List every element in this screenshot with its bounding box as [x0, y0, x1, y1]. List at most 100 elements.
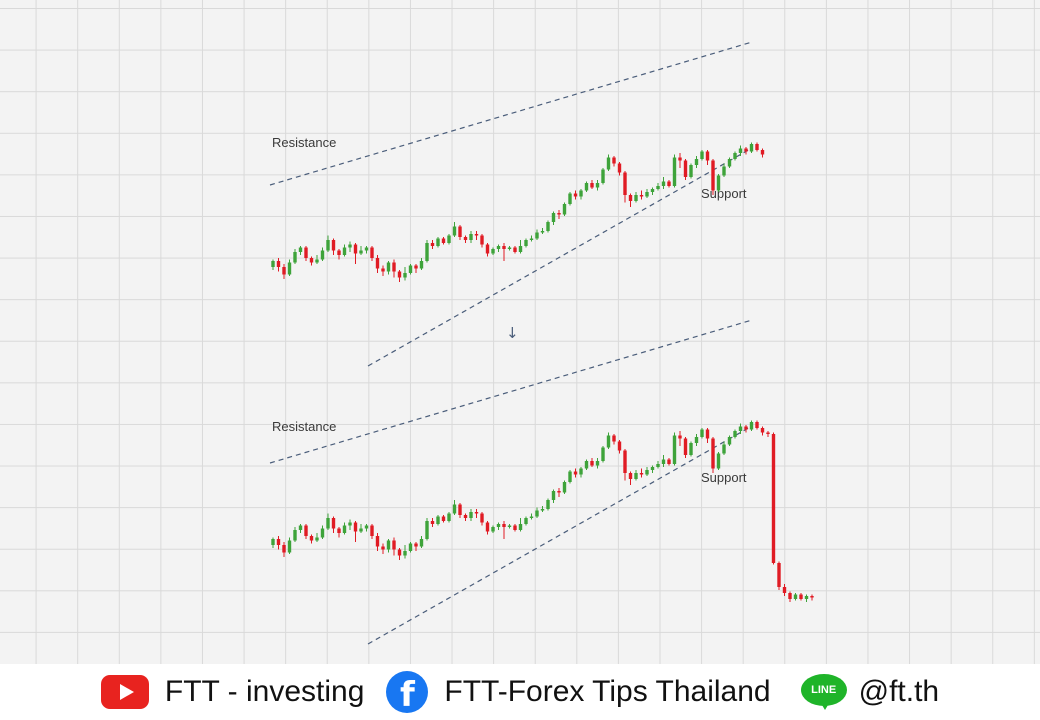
top-candle	[502, 246, 506, 249]
support-label-bottom: Support	[701, 470, 747, 485]
top-candle	[579, 190, 583, 197]
top-candle	[480, 235, 484, 245]
top-candle	[364, 247, 369, 251]
top-candle	[568, 193, 572, 204]
support-label-top: Support	[701, 186, 747, 201]
top-candle	[650, 189, 655, 192]
rising-wedge-charts: Resistance Support ↓ Resistance Support	[269, 41, 814, 645]
candles-bottom	[271, 420, 814, 602]
bottom-candle	[337, 528, 341, 533]
bottom-candle	[557, 491, 561, 493]
top-candle	[430, 243, 435, 246]
facebook-link[interactable]: f FTT-Forex Tips Thailand	[386, 671, 771, 713]
bottom-candle	[766, 432, 770, 434]
bottom-candle	[551, 491, 556, 500]
top-candle	[326, 240, 330, 251]
bottom-candle	[408, 543, 413, 551]
bottom-candle	[326, 518, 330, 529]
facebook-page-text: FTT-Forex Tips Thailand	[444, 675, 771, 708]
line-icon: LINE	[800, 674, 847, 710]
top-candle	[320, 250, 325, 260]
top-candle	[551, 213, 556, 222]
top-candle	[727, 159, 732, 167]
bottom-candle	[403, 551, 407, 556]
top-candle	[403, 273, 407, 278]
bottom-candle	[711, 438, 715, 469]
bottom-candle	[617, 441, 622, 451]
bottom-candle	[650, 467, 655, 470]
top-candle	[309, 258, 314, 263]
top-candle	[276, 261, 281, 267]
top-candle	[331, 240, 336, 251]
top-candle	[738, 148, 743, 153]
bottom-candle	[469, 512, 473, 518]
bottom-candle	[771, 434, 776, 563]
top-candle	[595, 183, 600, 188]
bottom-candle	[529, 516, 534, 518]
top-candle	[452, 226, 457, 236]
bottom-candle	[799, 594, 803, 599]
top-candle	[540, 231, 545, 233]
bottom-candle	[320, 528, 325, 538]
top-candle	[507, 247, 512, 249]
resistance-label-bottom: Resistance	[272, 419, 336, 434]
bottom-candle	[364, 525, 369, 529]
top-candle	[617, 163, 622, 173]
bottom-candle	[375, 536, 380, 547]
bottom-candle	[447, 513, 451, 521]
bottom-candle	[568, 471, 572, 482]
top-candle	[518, 246, 523, 252]
top-candle	[755, 144, 759, 150]
line-link[interactable]: LINE @ft.th	[800, 674, 939, 710]
support-line-bottom	[367, 425, 753, 645]
bottom-candle	[474, 512, 479, 514]
bottom-candle	[579, 468, 583, 475]
top-candle	[667, 181, 671, 186]
bottom-candle	[298, 525, 303, 530]
bottom-candle	[777, 563, 781, 587]
bottom-candle	[782, 587, 787, 593]
top-candle	[634, 195, 638, 201]
bottom-candle	[524, 518, 528, 524]
bottom-candle	[788, 593, 792, 599]
top-candle	[447, 235, 451, 243]
top-candle	[546, 222, 550, 231]
bottom-candle	[342, 525, 347, 533]
bottom-candle	[694, 437, 699, 443]
bottom-candle	[760, 428, 765, 433]
bottom-candle	[562, 482, 567, 493]
bottom-candle	[386, 540, 391, 550]
youtube-link[interactable]: FTT - investing	[100, 675, 364, 709]
top-candle	[601, 169, 605, 183]
bottom-candle	[744, 426, 748, 430]
top-candle	[656, 186, 660, 189]
bottom-candle	[656, 464, 660, 467]
top-candle	[606, 157, 611, 170]
bottom-candle	[678, 435, 682, 439]
top-candle	[370, 247, 374, 258]
bottom-candle	[606, 435, 611, 448]
top-candle	[645, 192, 649, 197]
bottom-candle	[304, 525, 308, 536]
bottom-candle	[271, 539, 275, 545]
top-candle	[683, 160, 688, 177]
bottom-candle	[414, 543, 418, 547]
bottom-candle	[282, 545, 286, 553]
youtube-icon	[100, 675, 149, 709]
top-candle	[425, 243, 429, 261]
bottom-candle	[276, 539, 281, 545]
bottom-candle	[507, 525, 512, 527]
top-candle	[584, 183, 589, 191]
resistance-line-bottom	[269, 319, 753, 464]
bottom-candle	[733, 431, 737, 437]
bottom-candle	[716, 453, 721, 469]
top-candle	[623, 172, 627, 195]
bottom-candle	[502, 524, 506, 527]
top-candle	[672, 157, 677, 186]
bottom-candle	[584, 461, 589, 469]
top-candle	[733, 153, 737, 159]
top-candle	[689, 165, 693, 177]
bottom-candle	[639, 473, 644, 475]
bottom-candle	[513, 525, 517, 530]
top-candle	[705, 151, 710, 161]
